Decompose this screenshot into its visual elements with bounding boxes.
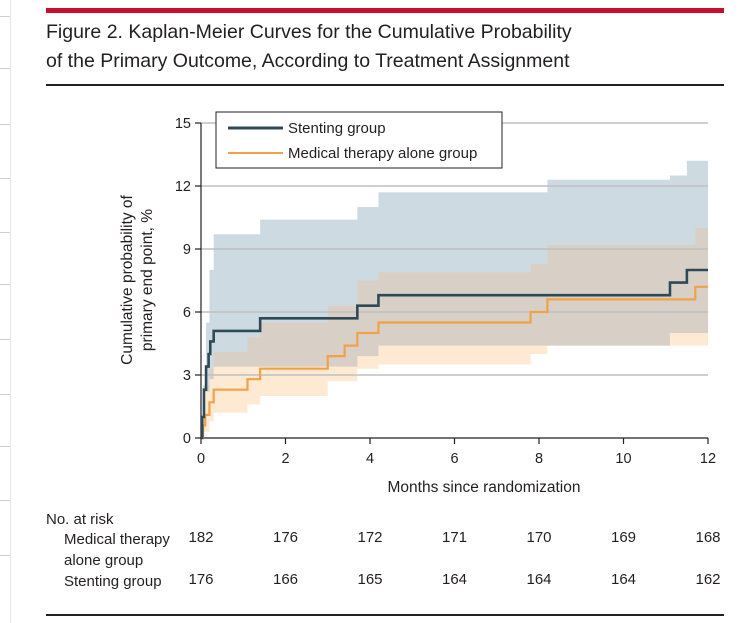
risk-value-stent: 165 (357, 571, 383, 588)
risk-value-medical: 169 (610, 529, 637, 546)
x-tick-label: 8 (535, 451, 543, 467)
x-tick-label: 6 (450, 451, 458, 467)
y-tick-label: 6 (183, 305, 191, 321)
km-curves (200, 268, 708, 440)
margin-rule (0, 124, 10, 125)
risk-value-medical: 172 (357, 529, 383, 546)
risk-value-medical: 171 (441, 529, 468, 546)
risk-value-medical: 168 (695, 529, 721, 546)
confidence-bands (201, 160, 708, 439)
figure-title-line-2: of the Primary Outcome, According to Tre… (46, 50, 570, 72)
margin-rule (0, 339, 10, 340)
y-tick-label: 0 (183, 431, 191, 447)
margin-rule (0, 284, 10, 285)
margin-rule (0, 16, 10, 17)
x-tick-label: 10 (615, 451, 631, 467)
stent-km-curve (200, 268, 708, 440)
accent-top-bar (46, 8, 724, 13)
risk-row-medical-label: Medical therapy alone group (64, 529, 170, 571)
risk-value-stent: 164 (526, 571, 552, 588)
legend-medical-label: Medical therapy alone group (288, 145, 477, 162)
y-axis-label-line-1: Cumulative probability of (119, 194, 136, 364)
risk-value-medical: 170 (526, 529, 552, 546)
margin-rule (0, 232, 10, 233)
risk-row-medical-label-line-1: Medical therapy (64, 531, 170, 548)
risk-value-medical: 182 (188, 529, 214, 546)
x-tick-label: 2 (281, 451, 289, 467)
x-tick-label: 12 (700, 451, 716, 467)
risk-value-stent: 166 (272, 571, 299, 588)
legend: Stenting group Medical therapy alone gro… (215, 111, 503, 169)
risk-value-stent: 176 (188, 571, 214, 588)
margin-rule (0, 68, 10, 69)
y-axis-label: Cumulative probability of primary end po… (119, 194, 156, 364)
legend-box (215, 111, 503, 169)
axes: 0 3 6 9 12 15 0 2 4 6 8 10 12 (175, 116, 716, 467)
risk-value-medical: 176 (272, 529, 299, 546)
risk-value-stent: 162 (695, 571, 721, 588)
figure-title-line-1: Figure 2. Kaplan-Meier Curves for the Cu… (46, 21, 572, 43)
margin-rule (0, 500, 10, 501)
margin-rule (0, 446, 10, 447)
y-tick-label: 12 (175, 179, 191, 195)
risk-row-stent-label: Stenting group (64, 573, 162, 590)
y-tick-label: 9 (183, 242, 191, 258)
margin-rule (0, 178, 10, 179)
y-tick-label: 3 (183, 368, 191, 384)
title-rule (46, 84, 724, 86)
risk-table-title: No. at risk (46, 511, 114, 528)
y-axis-label-line-2: primary end point, % (139, 209, 156, 351)
y-tick-label: 15 (175, 116, 191, 132)
x-axis-label: Months since randomization (388, 479, 581, 496)
margin-rule (0, 555, 10, 556)
legend-stent-label: Stenting group (288, 120, 386, 137)
left-margin-edge (10, 0, 11, 623)
risk-value-stent: 164 (610, 571, 637, 588)
x-tick-label: 0 (197, 451, 205, 467)
x-tick-label: 4 (366, 451, 374, 467)
risk-value-stent: 164 (441, 571, 468, 588)
margin-rule (0, 394, 10, 395)
risk-row-medical-label-line-2: alone group (64, 552, 144, 569)
bottom-rule (46, 614, 724, 616)
medical-km-curve (201, 285, 708, 440)
figure-title: Figure 2. Kaplan-Meier Curves for the Cu… (46, 18, 686, 76)
